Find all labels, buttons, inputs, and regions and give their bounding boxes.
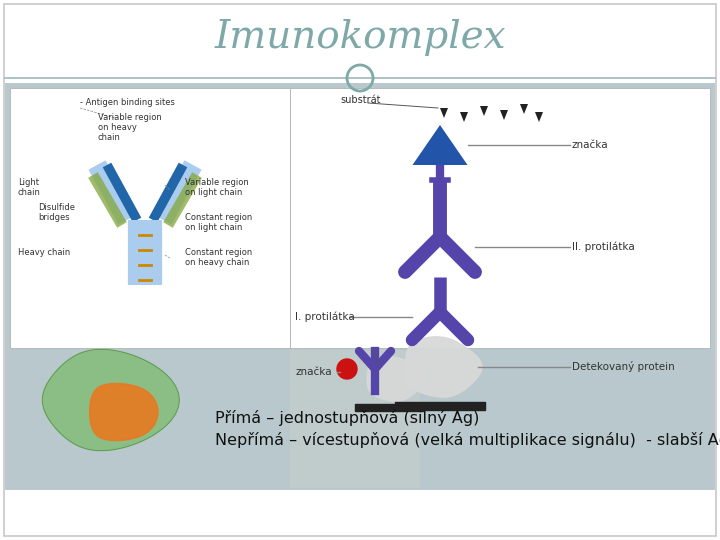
Polygon shape [406, 337, 482, 397]
Polygon shape [413, 125, 467, 165]
Text: chain: chain [98, 133, 121, 142]
Text: chain: chain [18, 188, 41, 197]
Polygon shape [500, 110, 508, 120]
Polygon shape [480, 106, 488, 116]
FancyBboxPatch shape [290, 88, 710, 348]
Polygon shape [42, 349, 179, 451]
Text: bridges: bridges [38, 213, 70, 222]
Text: Variable region: Variable region [98, 113, 162, 122]
Text: Variable region: Variable region [185, 178, 248, 187]
Text: on light chain: on light chain [185, 223, 243, 232]
Text: Detekovaný protein: Detekovaný protein [572, 361, 675, 373]
Text: Heavy chain: Heavy chain [18, 248, 71, 257]
Text: značka: značka [295, 367, 332, 377]
Polygon shape [440, 108, 448, 118]
Text: on light chain: on light chain [185, 188, 243, 197]
Text: on heavy: on heavy [98, 123, 137, 132]
Text: Constant region: Constant region [185, 248, 252, 257]
Text: Přímá – jednostupňová (silný Ag): Přímá – jednostupňová (silný Ag) [215, 410, 480, 426]
Polygon shape [367, 357, 423, 401]
FancyBboxPatch shape [10, 88, 290, 348]
Circle shape [337, 359, 357, 379]
FancyBboxPatch shape [290, 350, 420, 488]
Polygon shape [460, 112, 468, 122]
Text: I. protilátka: I. protilátka [295, 312, 355, 322]
Text: on heavy chain: on heavy chain [185, 258, 249, 267]
Text: Imunokomplex: Imunokomplex [215, 19, 505, 57]
Polygon shape [535, 112, 543, 122]
Polygon shape [520, 104, 528, 114]
Text: - Antigen binding sites: - Antigen binding sites [80, 98, 175, 107]
Text: značka: značka [572, 140, 608, 150]
Text: Constant region: Constant region [185, 213, 252, 222]
Polygon shape [89, 383, 158, 441]
Text: II. protilátka: II. protilátka [572, 242, 635, 252]
FancyBboxPatch shape [5, 83, 715, 490]
Text: Light: Light [18, 178, 39, 187]
Text: Disulfide: Disulfide [38, 203, 75, 212]
Text: substrát: substrát [340, 95, 380, 105]
Text: Nepřímá – vícestupňová (velká multiplikace signálu)  - slabší Ag: Nepřímá – vícestupňová (velká multiplika… [215, 432, 720, 448]
FancyBboxPatch shape [4, 4, 716, 536]
